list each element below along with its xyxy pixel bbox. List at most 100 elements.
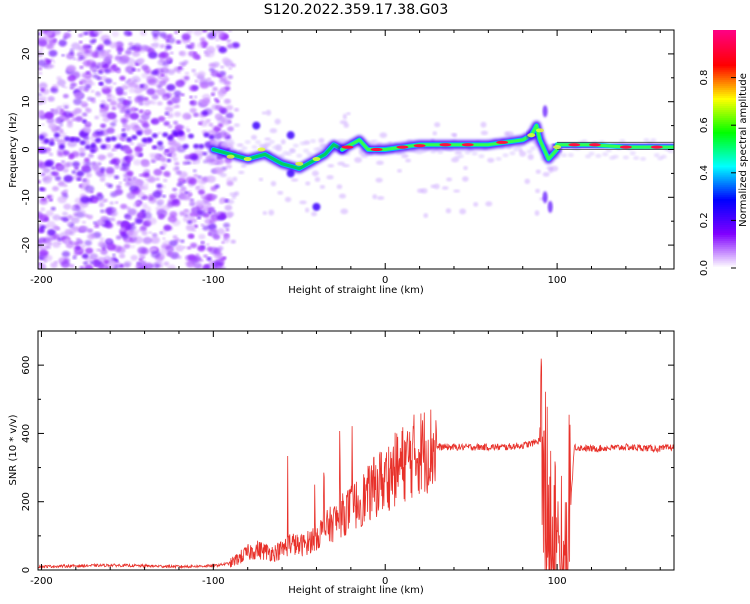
noise-blob (186, 260, 196, 268)
noise-blob (111, 31, 120, 37)
noise-blob (140, 225, 147, 231)
colorbar-strip (713, 174, 736, 178)
noise-blob (207, 129, 217, 138)
noise-blob (163, 178, 168, 183)
noise-blob (69, 231, 75, 236)
noise-blob (131, 75, 141, 84)
noise-blob (167, 264, 176, 269)
noise-blob (220, 65, 224, 69)
scatter-blob (453, 189, 461, 193)
noise-blob (52, 214, 61, 221)
noise-blob (89, 136, 95, 140)
scatter-blob (261, 111, 267, 115)
scatter-blob (284, 196, 292, 203)
colorbar-strip (713, 162, 736, 166)
noise-blob (156, 183, 163, 189)
noise-blob (159, 166, 165, 170)
noise-blob (38, 82, 48, 90)
noise-blob (91, 99, 96, 104)
colorbar-strip (713, 37, 736, 41)
noise-blob (206, 256, 212, 261)
colorbar-strip (713, 180, 736, 184)
noise-blob (225, 164, 232, 169)
noise-blob (89, 148, 96, 154)
noise-blob (168, 124, 173, 129)
noise-blob (163, 34, 171, 41)
noise-blob (140, 44, 149, 51)
noise-blob (166, 158, 172, 163)
noise-blob (147, 47, 155, 54)
noise-blob (50, 87, 59, 94)
band-blob (115, 143, 122, 149)
band-blob (53, 132, 60, 138)
noise-blob (159, 44, 166, 49)
band-blob (79, 140, 86, 146)
colorbar-strip (713, 41, 736, 45)
scatter-blob (314, 177, 321, 182)
noise-blob (81, 112, 88, 117)
noise-blob (154, 81, 163, 88)
noise-blob (193, 112, 199, 118)
noise-blob (45, 210, 54, 217)
noise-blob (212, 210, 217, 214)
scatter-blob (535, 188, 540, 194)
scatter-blob (305, 181, 311, 186)
noise-blob (175, 40, 182, 45)
noise-blob (86, 214, 94, 220)
noise-blob (145, 109, 150, 114)
side-blob (252, 121, 261, 130)
noise-blob (183, 180, 187, 184)
flank-blob (640, 156, 647, 161)
noise-blob (90, 89, 95, 93)
noise-blob (164, 111, 170, 116)
noise-blob (125, 49, 132, 55)
noise-blob (116, 70, 121, 74)
noise-blob (48, 49, 58, 57)
scatter-blob (343, 122, 350, 128)
scatter-blob (375, 177, 383, 183)
colorbar-strip (713, 67, 736, 71)
noise-blob (113, 190, 120, 197)
flank-blob (595, 153, 602, 158)
colorbar-strip (713, 133, 736, 136)
noise-blob (230, 63, 236, 68)
noise-blob (78, 251, 83, 255)
noise-blob (160, 157, 167, 163)
colorbar-strip (713, 238, 736, 241)
noise-blob (136, 68, 141, 72)
noise-blob (50, 58, 55, 62)
noise-blob (128, 100, 133, 104)
noise-blob (224, 204, 233, 211)
noise-blob (151, 232, 158, 238)
colorbar-tick-label: 0.0 (699, 260, 710, 276)
colorbar-strip (713, 212, 736, 216)
noise-blob (201, 30, 208, 33)
noise-blob (38, 110, 45, 116)
colorbar-strip (713, 170, 736, 174)
snr-background (38, 331, 674, 570)
noise-blob (136, 142, 144, 149)
noise-blob (108, 257, 115, 263)
snr-xtick-label: 100 (548, 576, 567, 587)
noise-blob (200, 223, 205, 227)
noise-blob (176, 170, 181, 175)
band-blob (203, 132, 210, 138)
band-blob (95, 137, 102, 143)
scatter-blob (340, 208, 349, 215)
noise-blob (159, 248, 168, 255)
noise-blob (108, 85, 113, 90)
noise-blob (79, 265, 85, 269)
noise-blob (197, 177, 207, 185)
noise-blob (40, 207, 46, 212)
noise-blob (64, 86, 68, 89)
noise-blob (85, 247, 94, 254)
noise-blob (122, 91, 128, 96)
noise-blob (218, 123, 224, 128)
flank-blob (622, 155, 629, 160)
noise-blob (132, 190, 140, 196)
noise-blob (87, 228, 94, 234)
colorbar-strip (713, 172, 736, 176)
flank-blob (268, 139, 275, 144)
colorbar-strip (713, 206, 736, 210)
noise-blob (100, 209, 105, 213)
